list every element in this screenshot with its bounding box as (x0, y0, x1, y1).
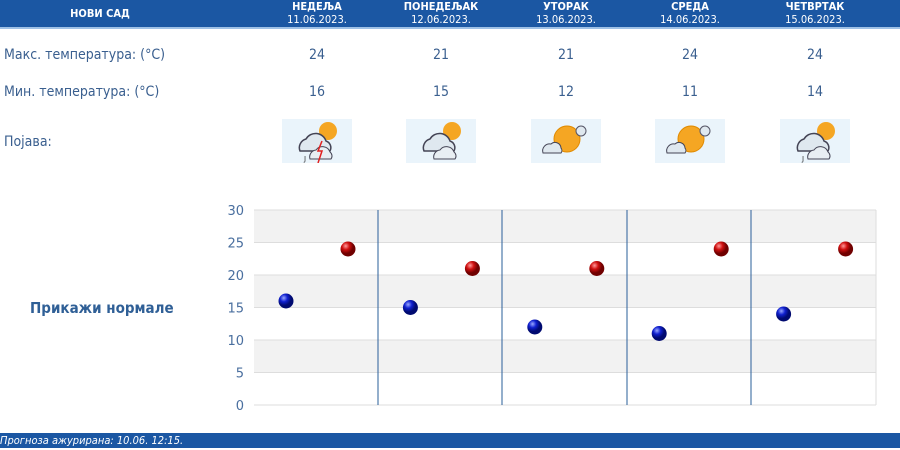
svg-text:J: J (303, 155, 306, 163)
partly-cloudy-rain-icon: J (780, 119, 850, 163)
day-header: УТОРАК 13.06.2023. (504, 0, 628, 26)
day-name: ЧЕТВРТАК (785, 0, 845, 13)
min-temp-label: Мин. температура: (°C) (4, 84, 160, 100)
max-temp-label: Макс. температура: (°C) (4, 47, 166, 63)
day-header: ЧЕТВРТАК 15.06.2023. (753, 0, 877, 26)
temperature-chart: 0 5 10 15 20 25 30 (227, 204, 877, 414)
min-temp-value: 15 (432, 84, 450, 100)
day-date: 11.06.2023. (287, 13, 347, 26)
y-tick-label: 0 (236, 399, 244, 414)
day-header: НЕДЕЉА 11.06.2023. (255, 0, 379, 26)
grid-band (254, 210, 876, 243)
day-name: СРЕДА (671, 0, 709, 13)
header-bar: НОВИ САД НЕДЕЉА 11.06.2023. ПОНЕДЕЉАК 12.06… (0, 0, 900, 29)
day-date: 13.06.2023. (536, 13, 596, 26)
phenomenon-label: Појава: (4, 134, 52, 150)
grid-band (254, 340, 876, 373)
min-temp-point (402, 300, 418, 315)
day-name: ПОНЕДЕЉАК (403, 0, 479, 13)
mostly-sunny-icon (531, 119, 601, 163)
grid-band (254, 307, 876, 340)
day-header: СРЕДА 14.06.2023. (628, 0, 752, 26)
y-tick-label: 20 (227, 269, 244, 284)
min-temp-value: 14 (806, 84, 824, 100)
day-name: НЕДЕЉА (292, 0, 342, 13)
y-tick-label: 10 (227, 334, 244, 349)
min-temp-point (651, 326, 667, 341)
min-temp-value: 11 (681, 84, 699, 100)
partly-cloudy-icon (406, 119, 476, 163)
day-date: 15.06.2023. (785, 13, 845, 26)
grid-band (254, 242, 876, 275)
city-name: НОВИ САД (70, 7, 130, 20)
show-normals-link[interactable]: Прикажи нормале (30, 299, 174, 317)
mostly-sunny-icon (655, 119, 725, 163)
day-header: ПОНЕДЕЉАК 12.06.2023. (379, 0, 503, 26)
min-temp-value: 16 (308, 84, 326, 100)
grid-band (254, 372, 876, 405)
max-temp-point (589, 261, 605, 276)
y-tick-label: 30 (227, 204, 244, 219)
svg-text:J: J (801, 155, 804, 163)
day-date: 12.06.2023. (411, 13, 471, 26)
forecast-updated: Прогноза ажурирана: 10.06. 12:15. (0, 433, 900, 448)
max-temp-value: 24 (806, 47, 824, 63)
y-tick-label: 15 (227, 302, 244, 317)
min-temp-point (527, 319, 543, 335)
day-name: УТОРАК (543, 0, 589, 13)
min-temp-point (278, 293, 294, 309)
min-temp-point (776, 306, 792, 322)
max-temp-value: 21 (432, 47, 450, 63)
day-date: 14.06.2023. (660, 13, 720, 26)
min-temp-value: 12 (557, 84, 575, 100)
max-temp-value: 24 (308, 47, 326, 63)
max-temp-point (713, 241, 729, 257)
grid-band (254, 275, 876, 308)
y-tick-label: 5 (236, 367, 244, 382)
partly-cloudy-thunderstorm-rain-icon: J (282, 119, 352, 164)
max-temp-point (340, 241, 356, 257)
max-temp-point (838, 241, 854, 257)
max-temp-value: 24 (681, 47, 699, 63)
max-temp-point (464, 261, 480, 276)
max-temp-value: 21 (557, 47, 575, 63)
y-tick-label: 25 (227, 237, 244, 252)
